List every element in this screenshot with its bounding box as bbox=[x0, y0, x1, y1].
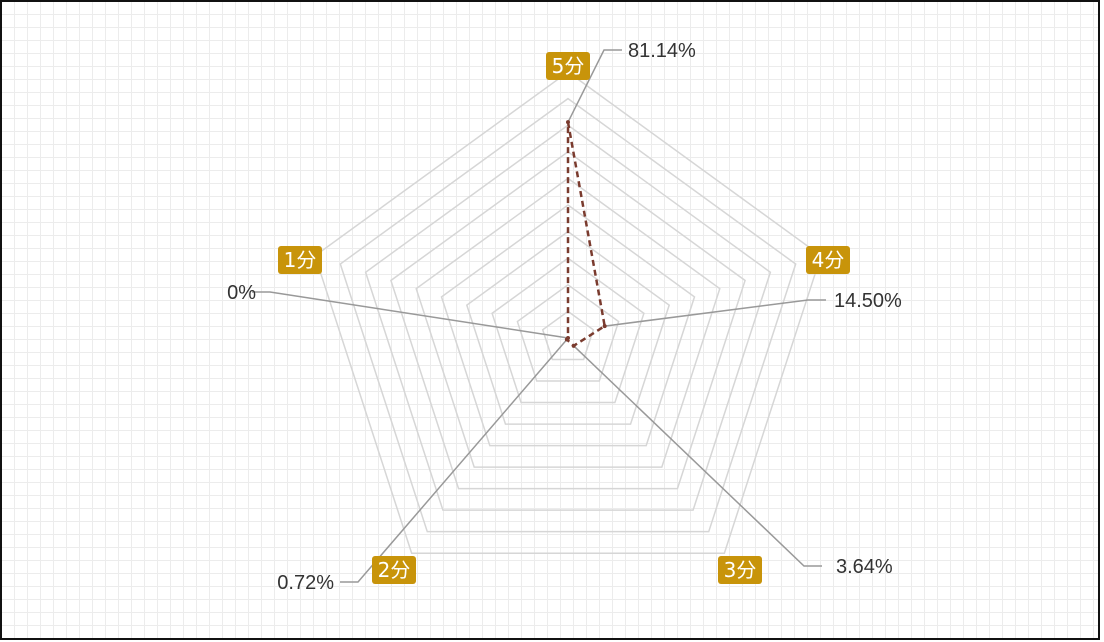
indicator-label-3: 2分 bbox=[378, 558, 411, 582]
radar-ring bbox=[541, 310, 595, 361]
data-point-0 bbox=[566, 120, 570, 125]
leader-line-0 bbox=[567, 49, 622, 123]
leader-line-2 bbox=[573, 345, 822, 567]
value-label-2: 3.64% bbox=[836, 556, 893, 578]
indicator-badge-3 bbox=[372, 556, 416, 584]
leader-line-3 bbox=[340, 339, 568, 583]
value-label-1: 14.50% bbox=[834, 290, 902, 312]
indicator-badge-2 bbox=[718, 556, 762, 584]
radar-ring bbox=[491, 257, 645, 404]
value-label-3: 0.72% bbox=[277, 572, 334, 594]
radar-ring bbox=[465, 230, 671, 425]
radar-ring bbox=[516, 283, 620, 382]
radar-ring bbox=[364, 124, 772, 511]
series-polygon bbox=[565, 121, 607, 348]
radar-ring bbox=[415, 177, 721, 468]
indicator-label-0: 5分 bbox=[552, 54, 585, 78]
radar-ring bbox=[390, 150, 746, 490]
leader-line-4 bbox=[252, 291, 569, 339]
indicator-label-1: 4分 bbox=[812, 248, 845, 272]
data-point-1 bbox=[602, 324, 607, 329]
indicator-badge-1 bbox=[806, 246, 850, 274]
leader-line-1 bbox=[604, 299, 826, 327]
value-label-4: 0% bbox=[227, 282, 256, 304]
value-label-0: 81.14% bbox=[628, 40, 696, 62]
indicator-badge-4 bbox=[278, 246, 322, 274]
data-point-2 bbox=[571, 343, 576, 348]
indicator-label-4: 1分 bbox=[284, 248, 317, 272]
radar-ring bbox=[339, 97, 797, 533]
radar-ring bbox=[440, 204, 696, 447]
indicator-label-2: 3分 bbox=[724, 558, 757, 582]
radar-ring bbox=[314, 71, 822, 554]
indicator-badge-0 bbox=[546, 52, 590, 80]
data-point-4 bbox=[566, 336, 570, 340]
